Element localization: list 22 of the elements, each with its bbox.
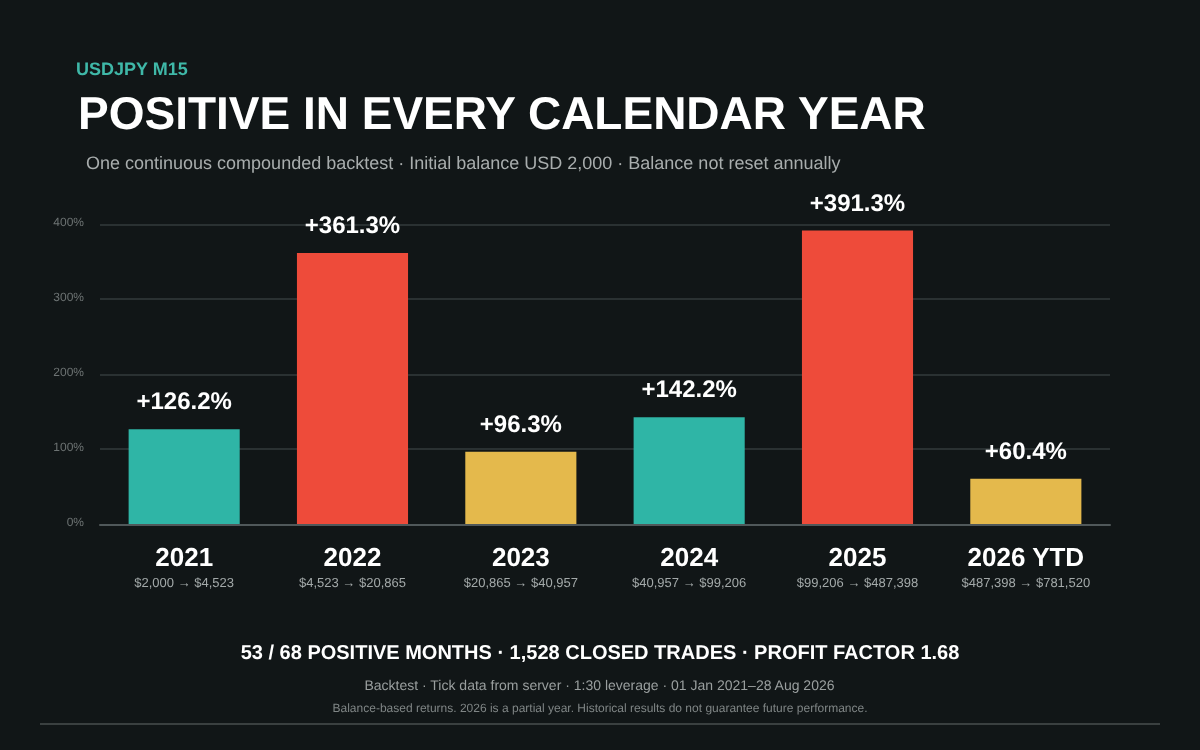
- x-tick-label: 2023: [491, 542, 550, 572]
- data-label: +391.3%: [809, 188, 906, 217]
- chart-subtitle: One continuous compounded backtest · Initial balance USD 2,000 · Balance not reset annually: [86, 153, 842, 173]
- bar: [128, 429, 240, 524]
- data-label: +142.2%: [641, 375, 738, 404]
- x-tick-label: 2024: [660, 542, 720, 572]
- bar: [465, 451, 577, 524]
- data-label: +126.2%: [136, 387, 233, 416]
- bar: [296, 253, 409, 524]
- data-label: +60.4%: [984, 436, 1068, 465]
- x-tick-label: 2021: [155, 542, 214, 572]
- x-tick-label: 2026 YTD: [967, 542, 1085, 572]
- data-label: +361.3%: [304, 211, 401, 240]
- x-tick-label: 2025: [828, 542, 887, 572]
- text: USDJPY M15: [76, 59, 188, 79]
- data-label: +96.3%: [479, 409, 563, 438]
- bar: [633, 417, 745, 524]
- x-tick-label: 2022: [323, 542, 382, 572]
- chart-title: POSITIVE IN EVERY CALENDAR YEAR: [78, 87, 927, 139]
- text: 53 / 68 POSITIVE MONTHS · 1,528 CLOSED TRADES · PROFIT FACTOR 1.68: [240, 643, 961, 665]
- bar: [970, 478, 1082, 524]
- bar: [801, 230, 914, 524]
